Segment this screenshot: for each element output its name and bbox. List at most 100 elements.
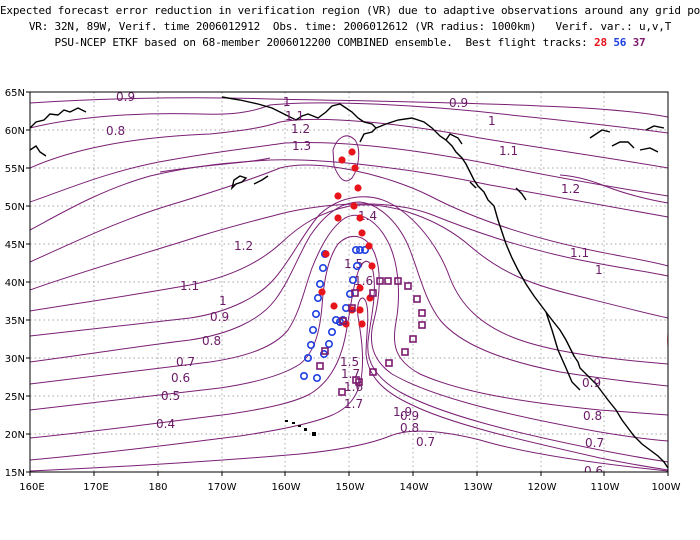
lon-label: 140W	[400, 482, 429, 493]
track-28-point	[322, 250, 330, 258]
track-28-label: 28	[594, 36, 607, 49]
lon-label: 160W	[272, 482, 301, 493]
contour-label: 0.8	[106, 124, 125, 138]
track-28-point	[358, 320, 366, 328]
contour-label: 0.9	[116, 90, 135, 104]
flight-track-37	[316, 277, 426, 396]
contour-label: 1.2	[291, 122, 310, 136]
track-37-point	[376, 277, 384, 285]
contour-label: 1.1	[499, 144, 518, 158]
contour-label: 0.9	[582, 376, 601, 390]
contour-label: 0.9	[449, 96, 468, 110]
lat-label: 60N	[5, 126, 25, 137]
contour-label: 0.9	[210, 310, 229, 324]
track-56-point	[318, 263, 327, 272]
track-37-point	[401, 348, 409, 356]
lat-label: 55N	[5, 164, 25, 175]
title-line-1: Expected forecast error reduction in ver…	[0, 4, 700, 17]
track-28-point	[356, 306, 364, 314]
track-37-point	[418, 321, 426, 329]
contour-label: 1	[219, 294, 227, 308]
track-56-point	[351, 246, 360, 255]
coastlines	[30, 96, 668, 469]
contour-label: 1.3	[292, 139, 311, 153]
track-28-point	[338, 156, 346, 164]
title-line-2: VR: 32N, 89W, Verif. time 2006012912 Obs…	[28, 20, 672, 33]
lon-label: 170W	[208, 482, 237, 493]
contour-label: 1.7	[344, 397, 363, 411]
track-56-point	[299, 371, 308, 380]
track-56-point	[315, 279, 324, 288]
lat-label: 20N	[5, 430, 25, 441]
track-56-point	[311, 309, 320, 318]
track-28-point	[356, 214, 364, 222]
track-37-point	[355, 378, 363, 386]
longitude-labels: 160E 170E 180 170W 160W 150W 140W 130W 1…	[19, 482, 680, 493]
track-56-point	[324, 339, 333, 348]
track-37-point	[413, 295, 421, 303]
lat-label: 25N	[5, 392, 25, 403]
contour-label: 0.5	[161, 389, 180, 403]
latitude-labels: 65N 60N 55N 50N 45N 40N 35N 30N 25N 20N …	[5, 88, 25, 479]
track-37-label: 37	[632, 36, 646, 49]
lon-label: 170E	[83, 482, 108, 493]
flight-track-28	[318, 148, 376, 328]
hawaiian-islands	[285, 420, 316, 436]
contour-labels: 0.9 0.8 1 1.1 1.2 1.3 1.4 1.5 1.6 1.7 0.…	[106, 90, 604, 472]
lon-label: 180	[148, 482, 167, 493]
contour-label: 0.9	[400, 409, 419, 423]
track-28-point	[354, 184, 362, 192]
track-37-point	[369, 368, 377, 376]
track-37-point	[351, 289, 359, 297]
track-28-point	[318, 288, 326, 296]
lat-label: 65N	[5, 88, 25, 99]
lat-lon-grid	[30, 92, 668, 472]
lat-label: 50N	[5, 202, 25, 213]
title-line-3-text: PSU-NCEP ETKF based on 68-member 2006012…	[54, 36, 588, 49]
lat-label: 40N	[5, 278, 25, 289]
title-line-3: PSU-NCEP ETKF based on 68-member 2006012…	[0, 36, 700, 49]
contour-label: 0.7	[416, 435, 435, 449]
contour-label: 0.4	[156, 417, 175, 431]
track-56-point	[352, 261, 361, 270]
lon-label: 100W	[652, 482, 681, 493]
track-28-point	[368, 262, 376, 270]
track-28-point	[330, 302, 338, 310]
contour-label: 1	[488, 114, 496, 128]
track-56-point	[355, 246, 364, 255]
track-56-point	[313, 293, 322, 302]
track-56-point	[306, 340, 315, 349]
figure-header: Expected forecast error reduction in ver…	[0, 0, 700, 80]
contour-label: 1.2	[561, 182, 580, 196]
lat-label: 30N	[5, 354, 25, 365]
axis-ticks	[26, 91, 669, 476]
track-56-point	[308, 325, 317, 334]
lat-label: 45N	[5, 240, 25, 251]
track-56-point	[348, 275, 357, 284]
track-28-point	[334, 192, 342, 200]
track-37-point	[404, 282, 412, 290]
lon-label: 150W	[336, 482, 365, 493]
track-37-point	[418, 309, 426, 317]
error-reduction-contours	[30, 97, 668, 472]
contour-label: 0.8	[202, 334, 221, 348]
lat-label: 35N	[5, 316, 25, 327]
track-28-point	[348, 148, 356, 156]
lon-label: 110W	[591, 482, 620, 493]
track-28-point	[334, 214, 342, 222]
track-56-point	[327, 327, 336, 336]
contour-label: 1.1	[180, 279, 199, 293]
track-56-point	[312, 373, 321, 382]
track-56-label: 56	[613, 36, 627, 49]
verification-region-circle	[667, 329, 668, 351]
track-37-point	[338, 388, 346, 396]
track-28-point	[351, 164, 359, 172]
contour-label: 1.5	[340, 355, 359, 369]
track-56-point	[345, 289, 354, 298]
contour-label: 1.2	[234, 239, 253, 253]
lon-label: 120W	[528, 482, 557, 493]
track-37-point	[339, 317, 347, 325]
lon-label: 160E	[19, 482, 44, 493]
track-37-point	[409, 335, 417, 343]
